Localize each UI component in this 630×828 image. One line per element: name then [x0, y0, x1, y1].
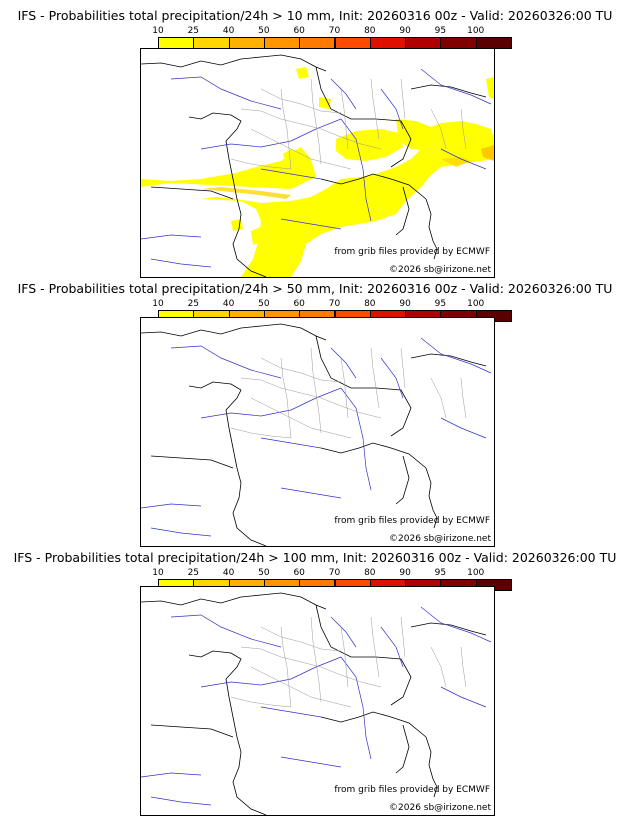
colorbar-tick-label: 100 [467, 299, 485, 309]
map-france: from grib files provided by ECMWF ©2026 … [140, 317, 495, 547]
credit-site: ©2026 sb@irizone.net [389, 265, 491, 275]
colorbar-tick-label: 90 [399, 26, 411, 36]
admin-borders [230, 616, 467, 708]
panel-title: IFS - Probabilities total precipitation/… [13, 550, 617, 565]
colorbar-tick-label: 80 [364, 568, 376, 578]
map-svg [141, 54, 494, 277]
colorbar-tick-label: 60 [293, 568, 305, 578]
panel-title: IFS - Probabilities total precipitation/… [17, 281, 613, 296]
map-svg [141, 592, 492, 815]
colorbar-tick-label: 70 [328, 299, 341, 309]
colorbar-tick-label: 25 [187, 568, 200, 578]
colorbar-tick-label: 10 [152, 26, 164, 36]
colorbar-tick-label: 80 [364, 299, 376, 309]
panel-50mm: IFS - Probabilities total precipitation/… [0, 281, 630, 551]
coastline [141, 323, 487, 546]
colorbar-tick-label: 90 [399, 299, 411, 309]
colorbar-tick-label: 50 [258, 299, 270, 309]
colorbar-labels: 10 25 40 50 60 70 80 90 95 100 [150, 299, 490, 310]
colorbar-tick-label: 60 [293, 26, 305, 36]
precip-shading [141, 67, 494, 277]
colorbar-tick-label: 60 [293, 299, 305, 309]
map-france: from grib files provided by ECMWF ©2026 … [140, 48, 495, 278]
map-france: from grib files provided by ECMWF ©2026 … [140, 586, 495, 816]
rivers [141, 68, 492, 268]
credit-grib: from grib files provided by ECMWF [334, 247, 490, 257]
credit-grib: from grib files provided by ECMWF [334, 516, 490, 526]
rivers [141, 337, 492, 537]
panel-100mm: IFS - Probabilities total precipitation/… [0, 550, 630, 820]
colorbar-tick-label: 100 [467, 568, 485, 578]
colorbar-tick-label: 100 [467, 26, 485, 36]
admin-borders [230, 78, 467, 170]
admin-borders [230, 347, 467, 439]
colorbar-tick-label: 95 [434, 26, 447, 36]
colorbar-labels: 10 25 40 50 60 70 80 90 95 100 [150, 26, 490, 37]
colorbar-tick-label: 70 [328, 26, 341, 36]
colorbar-tick-label: 40 [222, 26, 235, 36]
credit-grib: from grib files provided by ECMWF [334, 785, 490, 795]
colorbar-tick-label: 40 [222, 299, 235, 309]
panel-10mm: IFS - Probabilities total precipitation/… [0, 8, 630, 278]
colorbar-tick-label: 90 [399, 568, 411, 578]
colorbar-labels: 10 25 40 50 60 70 80 90 95 100 [150, 568, 490, 579]
colorbar-tick-label: 10 [152, 299, 164, 309]
colorbar-tick-label: 25 [187, 299, 200, 309]
map-svg [141, 323, 492, 546]
credit-site: ©2026 sb@irizone.net [389, 534, 491, 544]
colorbar-tick-label: 50 [258, 26, 270, 36]
colorbar-tick-label: 95 [434, 568, 447, 578]
colorbar-tick-label: 70 [328, 568, 341, 578]
colorbar-tick-label: 25 [187, 26, 200, 36]
coastline [141, 592, 487, 815]
colorbar-tick-label: 40 [222, 568, 235, 578]
colorbar-tick-label: 10 [152, 568, 164, 578]
rivers [141, 606, 492, 806]
colorbar-tick-label: 95 [434, 299, 447, 309]
panel-title: IFS - Probabilities total precipitation/… [17, 8, 613, 23]
colorbar-tick-label: 50 [258, 568, 270, 578]
colorbar-tick-label: 80 [364, 26, 376, 36]
credit-site: ©2026 sb@irizone.net [389, 803, 491, 813]
